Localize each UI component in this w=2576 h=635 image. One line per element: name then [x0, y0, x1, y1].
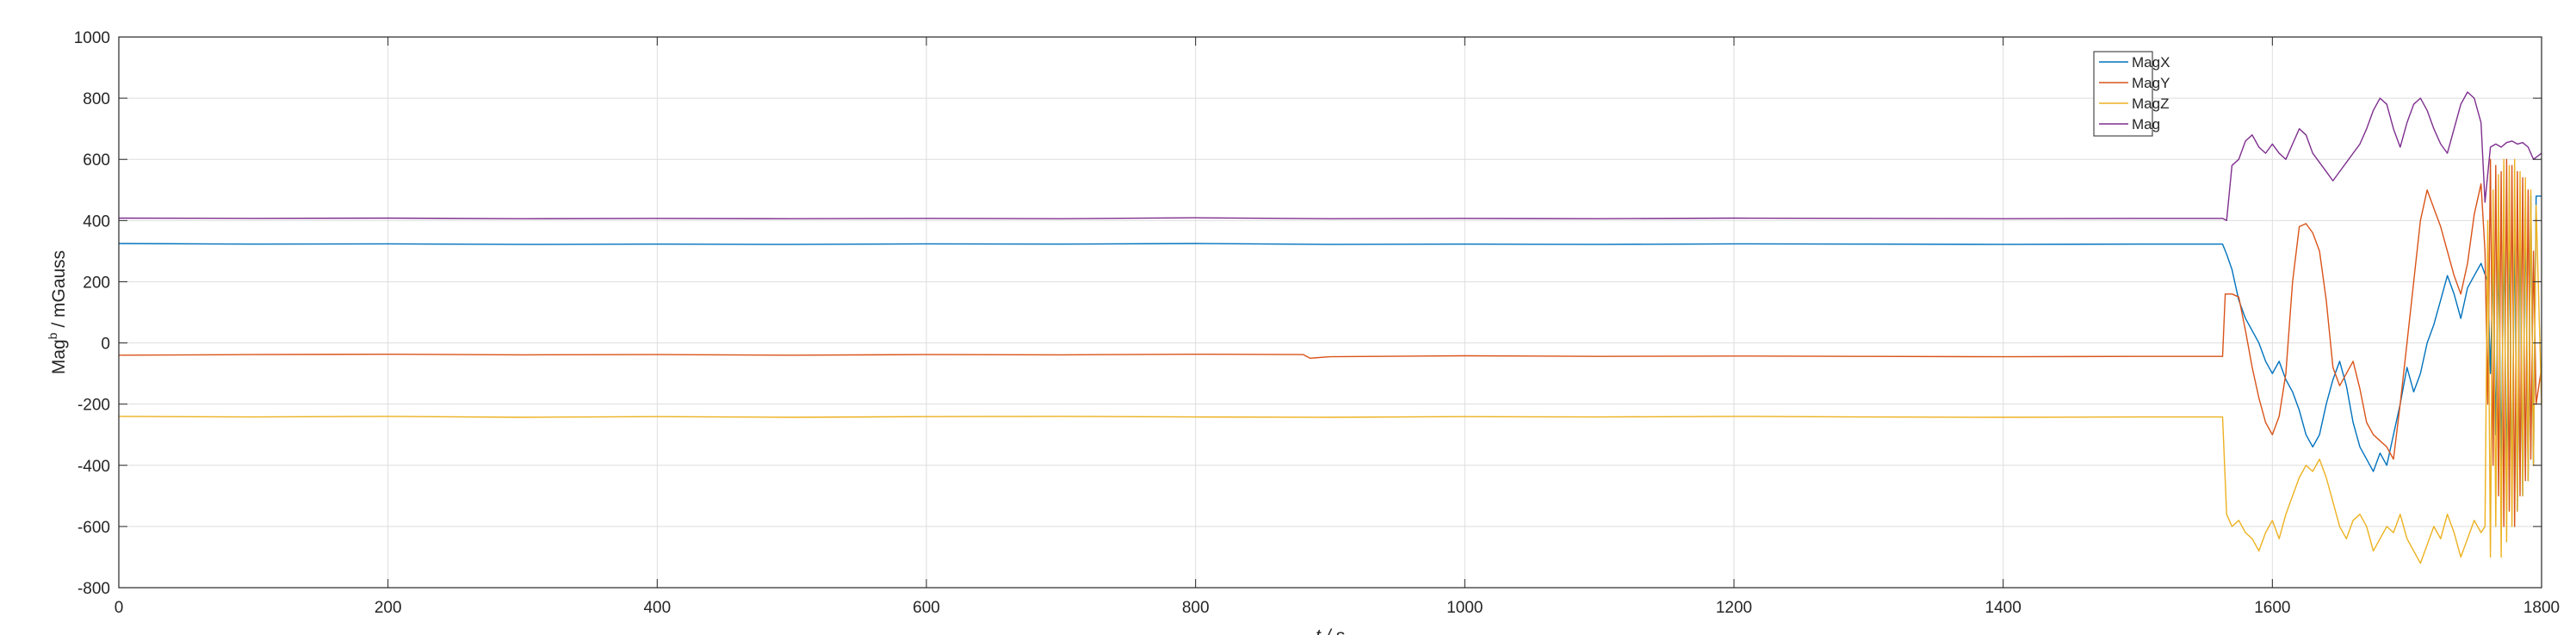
y-tick-label: 400 — [83, 213, 110, 231]
y-axis-label: Magb / mGauss — [46, 250, 69, 374]
x-axis-label: t / s — [1316, 626, 1345, 635]
x-tick-label: 1200 — [1716, 599, 1752, 617]
y-tick-label: 800 — [83, 90, 110, 108]
plot-area — [118, 36, 2542, 589]
legend-label-mag: Mag — [2132, 116, 2160, 133]
tick-marks — [118, 36, 2542, 589]
y-tick-label: -600 — [77, 519, 110, 537]
x-tick-label: 400 — [643, 599, 671, 617]
x-tick-label: 1400 — [1985, 599, 2022, 617]
y-axis-label-superscript: b — [46, 332, 59, 339]
legend-entries: MagX MagY MagZ Mag — [2099, 54, 2170, 133]
x-tick-label: 0 — [115, 599, 124, 617]
y-tick-label: 600 — [83, 151, 110, 170]
y-axis-label-rest: / mGauss — [49, 250, 69, 333]
y-axis-label-main: Mag — [49, 339, 69, 374]
y-tick-label: 0 — [101, 336, 110, 354]
series-line-mag — [118, 91, 2542, 221]
x-tick-label: 1600 — [2254, 599, 2290, 617]
x-tick-label: 600 — [913, 599, 940, 617]
series-line-magz — [118, 158, 2542, 564]
legend: MagX MagY MagZ Mag — [2093, 51, 2170, 137]
plot-frame — [118, 36, 2542, 589]
y-tick-label: -400 — [77, 458, 110, 476]
legend-label-magz: MagZ — [2132, 96, 2169, 112]
x-tick-labels: 0 200 400 600 800 1000 1200 1400 1600 1800 — [115, 599, 2560, 617]
y-tick-label: -800 — [77, 580, 110, 598]
y-tick-label: 200 — [83, 274, 110, 292]
y-tick-label: -200 — [77, 397, 110, 415]
legend-label-magx: MagX — [2132, 54, 2170, 71]
series-line-magy — [118, 158, 2542, 527]
series-layer — [118, 91, 2542, 564]
x-tick-label: 1800 — [2523, 599, 2560, 617]
y-tick-label: 1000 — [74, 29, 110, 47]
x-tick-label: 200 — [375, 599, 402, 617]
x-tick-label: 800 — [1182, 599, 1210, 617]
legend-label-magy: MagY — [2132, 75, 2170, 91]
plot-background — [119, 37, 2542, 588]
y-tick-labels: -800 -600 -400 -200 0 200 400 600 800 1000 — [74, 29, 110, 598]
x-tick-label: 1000 — [1446, 599, 1483, 617]
legend-box — [2093, 51, 2153, 137]
